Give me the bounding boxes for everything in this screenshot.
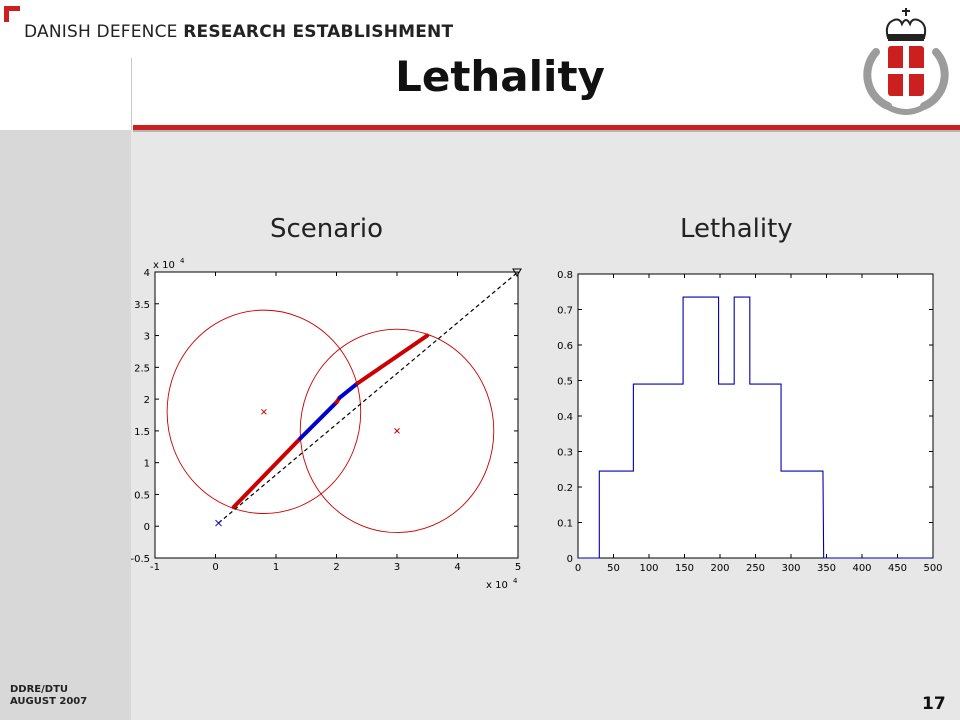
end-marker — [512, 268, 522, 278]
scenario-x-tick-label: -1 — [150, 562, 160, 573]
left-panel — [0, 130, 131, 720]
lethality-chart: 0 50 100 150 200 250 300 350 400 450 500 0 0.1 0.2 0.3… — [557, 270, 942, 574]
org-name-bold: RESEARCH ESTABLISHMENT — [183, 22, 454, 42]
scenario-y-tick-label: 3 — [144, 332, 150, 343]
scenario-chart-title: Scenario — [270, 214, 384, 244]
lethality-x-tick-label: 100 — [639, 563, 658, 574]
lethality-y-tick-label: 0.4 — [557, 412, 573, 423]
lethality-x-tick-label: 450 — [888, 563, 907, 574]
page-number: 17 — [922, 694, 946, 714]
scenario-y-exponent-power: 4 — [180, 257, 185, 265]
organization-name: DANISH DEFENCE RESEARCH ESTABLISHMENT — [24, 22, 453, 42]
scenario-y-tick-label: -0.5 — [130, 554, 150, 565]
scenario-y-exponent-label: x 10 — [153, 260, 175, 271]
lethality-radius-circle — [166, 309, 362, 514]
header-red-rule — [133, 125, 960, 130]
lethality-y-tick-label: 0.5 — [557, 377, 573, 388]
scenario-plot-group — [166, 272, 518, 534]
lethality-y-tick-label: 0 — [567, 554, 573, 565]
ddre-crown-logo — [863, 8, 949, 115]
trajectory-segment-red — [355, 333, 430, 386]
lethality-x-tick-label: 400 — [852, 563, 871, 574]
scenario-x-tick-label: 5 — [515, 562, 521, 573]
corner-bracket-icon — [4, 6, 20, 22]
lethality-chart-title: Lethality — [680, 214, 793, 244]
threat-center-marker — [394, 428, 400, 434]
start-marker — [215, 519, 222, 527]
footer-line-2: AUGUST 2007 — [10, 696, 88, 707]
lethality-y-tick-label: 0.3 — [557, 448, 573, 459]
lethality-x-tick-label: 50 — [607, 563, 620, 574]
scenario-x-exponent-label: x 10 — [486, 580, 508, 591]
footer-line-1: DDRE/DTU — [10, 684, 69, 695]
scenario-x-exponent-power: 4 — [513, 577, 518, 585]
header-grey-rule — [133, 130, 960, 132]
scenario-y-tick-label: 0 — [144, 522, 150, 533]
scenario-y-tick-label: 0.5 — [134, 490, 150, 501]
lethality-x-tick-label: 200 — [710, 563, 729, 574]
lethality-y-tick-label: 0.2 — [557, 483, 573, 494]
scenario-chart: -1 0 1 2 3 4 5-0.500.511.522.533.54x 10 4x 10 4 — [130, 257, 522, 591]
header-divider — [131, 58, 132, 130]
scenario-x-tick-label: 2 — [333, 562, 339, 573]
lethality-y-tick-label: 0.1 — [557, 519, 573, 530]
trajectory-segment-red — [231, 436, 303, 510]
lethality-x-tick-label: 250 — [746, 563, 765, 574]
org-name-light: DANISH DEFENCE — [24, 22, 184, 42]
scenario-x-tick-label: 3 — [394, 562, 400, 573]
scenario-y-tick-label: 4 — [144, 268, 150, 279]
trajectory-segment-blue — [337, 381, 360, 400]
footer: DDRE/DTU AUGUST 2007 — [10, 684, 87, 708]
lethality-x-tick-label: 350 — [817, 563, 836, 574]
lethality-x-tick-label: 500 — [923, 563, 942, 574]
lethality-y-tick-label: 0.6 — [557, 341, 573, 352]
scenario-x-tick-label: 0 — [212, 562, 218, 573]
scenario-y-tick-label: 2 — [144, 395, 150, 406]
trajectory-dashed-line — [218, 272, 518, 524]
lethality-y-tick-label: 0.7 — [557, 306, 573, 317]
scenario-x-tick-label: 1 — [273, 562, 279, 573]
scenario-y-tick-label: 2.5 — [134, 363, 150, 374]
lethality-plot-area — [577, 273, 934, 559]
lethality-series-line — [578, 296, 933, 559]
page-title: Lethality — [395, 52, 605, 101]
scenario-x-tick-label: 4 — [454, 562, 460, 573]
threat-center-marker — [261, 408, 267, 415]
scenario-y-tick-label: 1 — [144, 459, 150, 470]
lethality-radius-circle — [299, 328, 495, 534]
lethality-x-tick-label: 300 — [781, 563, 800, 574]
lethality-x-tick-label: 0 — [575, 563, 581, 574]
scenario-plot-area — [154, 271, 519, 559]
lethality-y-tick-label: 0.8 — [557, 270, 573, 281]
scenario-y-tick-label: 1.5 — [134, 427, 150, 438]
lethality-x-tick-label: 150 — [675, 563, 694, 574]
scenario-y-tick-label: 3.5 — [134, 300, 150, 311]
trajectory-segment-blue — [298, 400, 339, 441]
